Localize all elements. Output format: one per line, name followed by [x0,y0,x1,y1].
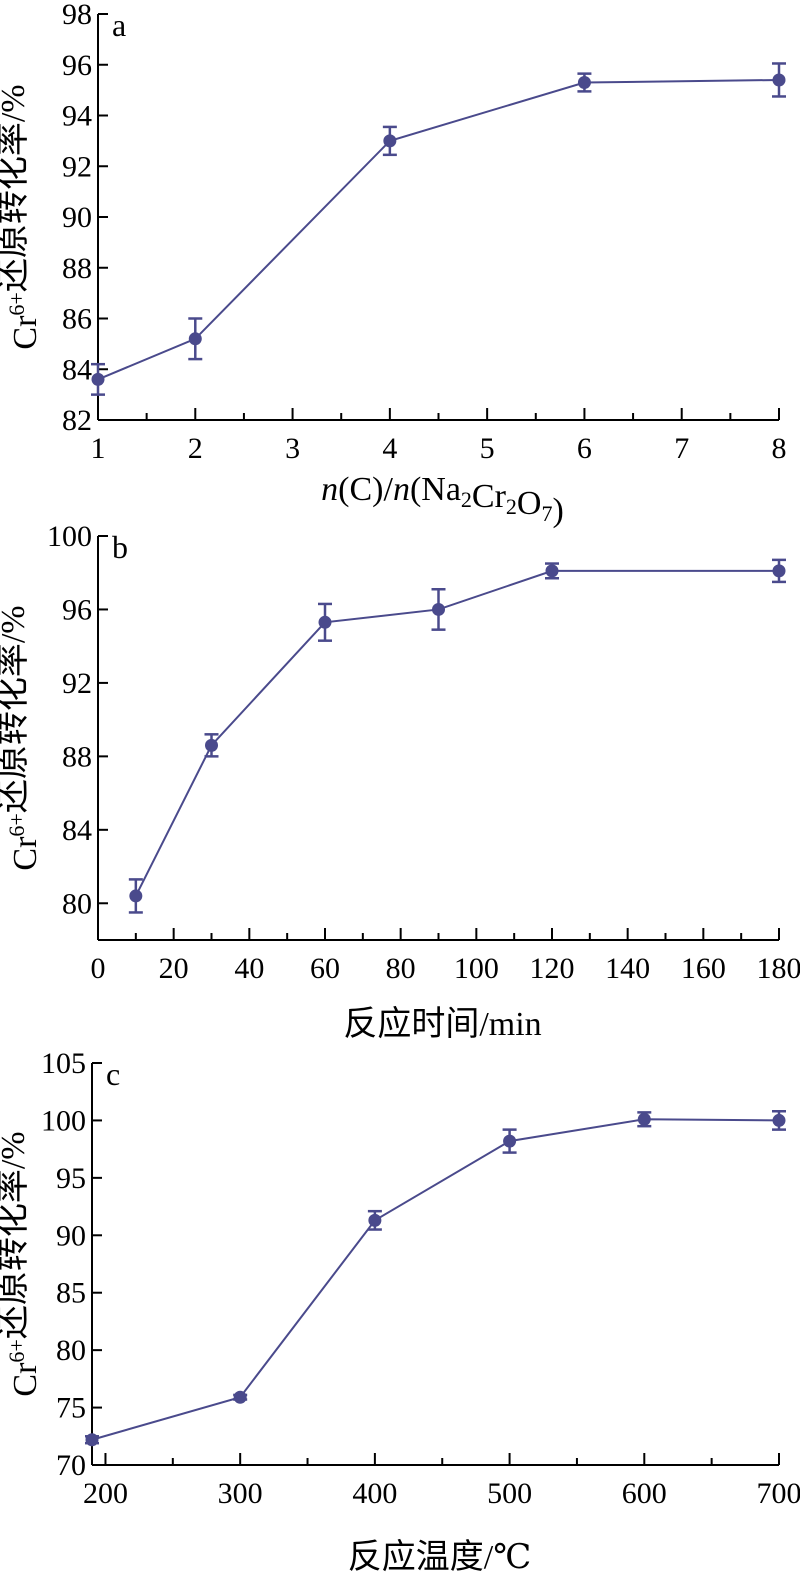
x-tick-label: 60 [310,952,340,985]
x-tick-label: 400 [352,1477,397,1510]
y-tick-label: 84 [62,353,92,386]
data-point [772,564,786,578]
data-point [577,76,591,90]
y-tick-label: 70 [56,1449,86,1482]
y-tick-label: 86 [62,303,92,336]
chart-panel-a: 82 84 86 88 90 92 94 96 98 1 2 3 4 5 6 7 8 a n(C)/n(Na2Cr2… [0,0,787,529]
x-tick-label: 40 [234,952,264,985]
panel-label: b [112,529,128,565]
y-tick-label: 100 [41,1104,86,1137]
data-point [503,1134,517,1148]
x-tick-label: 500 [487,1477,532,1510]
x-tick-label: 2 [188,432,203,465]
x-axis-title: 反应温度/℃ [348,1538,531,1576]
y-tick-label: 80 [62,887,92,920]
x-axis-title: n(C)/n(Na2Cr2O7) [321,471,564,529]
x-tick-label: 1 [91,432,106,465]
data-point [205,738,218,752]
y-tick-label: 85 [56,1277,86,1310]
data-point [432,602,445,616]
x-tick-label: 20 [159,952,189,985]
data-point [772,1113,786,1127]
x-tick-label: 300 [218,1477,263,1510]
y-tick-label: 92 [62,150,92,183]
data-point [772,73,786,87]
panel-label: a [112,7,126,43]
series-line [134,569,779,897]
x-tick-label: 80 [386,952,416,985]
y-axis-title: Cr6+还原转化率/% [0,84,44,349]
y-tick-label: 90 [62,201,92,234]
x-tick-label: 600 [622,1477,667,1510]
y-tick-label: 98 [62,0,92,31]
x-axis-title: 反应时间/min [343,1005,541,1043]
x-tick-label: 8 [772,432,787,465]
data-point [188,332,202,346]
x-tick-label: 0 [91,952,106,985]
chart-panel-c: 70 75 80 85 90 95 100 105 200 300 400 500 600 700 c 反应温… [0,1047,800,1576]
y-tick-label: 90 [56,1219,86,1252]
data-point [318,615,332,629]
data-point [383,134,397,148]
x-tick-label: 200 [83,1477,128,1510]
y-tick-label: 82 [62,404,92,437]
x-tick-label: 6 [577,432,592,465]
x-tick-label: 7 [674,432,689,465]
data-point [637,1112,651,1126]
y-tick-label: 95 [56,1162,86,1195]
x-tick-label: 4 [382,432,397,465]
x-tick-label: 120 [530,952,575,985]
data-point [545,564,559,578]
series-line [97,78,780,381]
data-point [85,1433,99,1447]
y-tick-label: 75 [56,1392,86,1425]
y-axis-title: Cr6+还原转化率/% [0,1131,44,1396]
data-point [233,1390,247,1404]
x-tick-label: 160 [681,952,726,985]
data-point [91,372,105,386]
series-line [91,1118,780,1441]
y-tick-label: 88 [62,252,92,285]
y-tick-label: 100 [47,520,92,553]
y-tick-label: 84 [62,814,92,847]
x-tick-label: 3 [285,432,300,465]
x-tick-label: 5 [480,432,495,465]
x-tick-label: 140 [605,952,650,985]
data-point [129,889,143,903]
y-tick-label: 96 [62,593,92,626]
y-tick-label: 80 [56,1334,86,1367]
y-tick-label: 94 [62,100,92,133]
y-tick-label: 88 [62,740,92,773]
x-tick-label: 180 [757,952,800,985]
chart-panel-b: 80 84 88 92 96 100 0 20 40 60 80 100 120 140 160 180 b 反应… [0,520,800,1043]
y-tick-label: 92 [62,667,92,700]
panel-label: c [106,1056,120,1092]
y-tick-label: 96 [62,49,92,82]
x-tick-label: 100 [454,952,499,985]
y-axis-title: Cr6+还原转化率/% [0,605,44,870]
data-point [368,1213,382,1227]
x-tick-label: 700 [757,1477,800,1510]
y-tick-label: 105 [41,1047,86,1080]
